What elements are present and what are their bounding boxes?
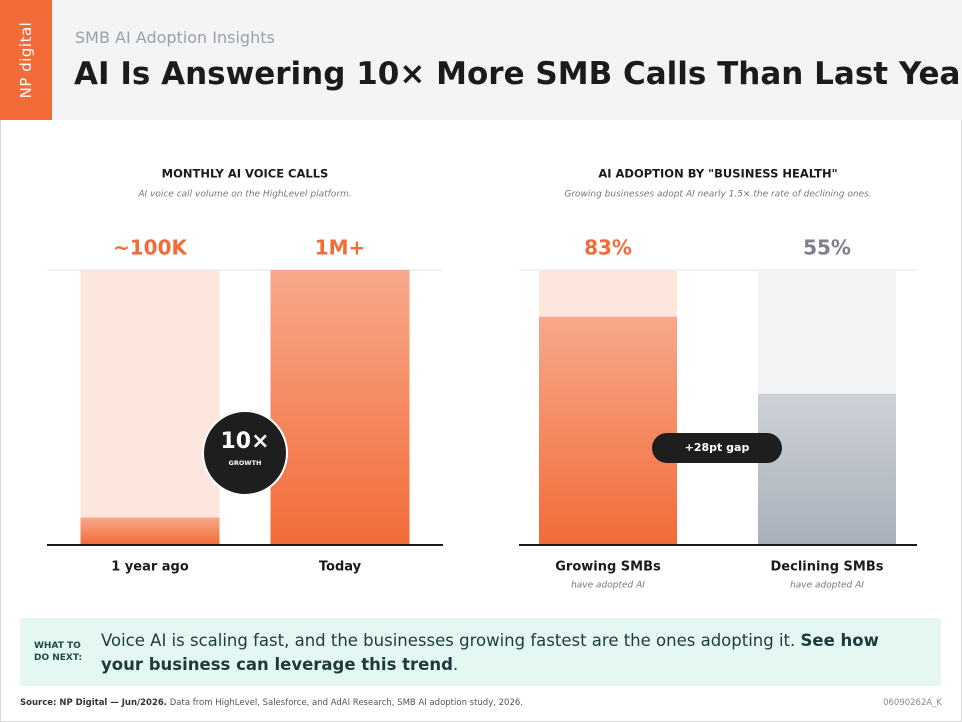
bar-track <box>80 270 220 545</box>
bar <box>758 393 896 545</box>
callout-body: Voice AI is scaling fast, and the busine… <box>101 631 801 650</box>
chart-subtitle: Growing businesses adopt AI nearly 1.5× … <box>564 190 871 200</box>
category-note: have adopted AI <box>790 581 864 591</box>
badge-value: 10× <box>220 429 269 454</box>
annotation: +28pt gap <box>685 441 750 454</box>
source: Source: NP Digital — Jun/2026. <box>20 698 168 708</box>
callout: WHAT TO DO NEXT: Voice AI is scaling fas… <box>20 618 941 686</box>
value-label: ~100K <box>113 236 189 260</box>
value-label: 1M+ <box>315 236 366 260</box>
bar <box>80 517 220 545</box>
footer-source: Source: NP Digital — Jun/2026. Data from… <box>20 698 523 708</box>
annotation-pill <box>652 433 782 463</box>
callout-text: Voice AI is scaling fast, and the busine… <box>101 629 921 677</box>
chart-subtitle: AI voice call volume on the HighLevel pl… <box>137 190 351 200</box>
callout-link[interactable]: See how your business can leverage this … <box>101 631 879 674</box>
value-label: 55% <box>803 236 851 260</box>
bar <box>270 270 410 545</box>
badge-label: GROWTH <box>229 459 262 467</box>
bar <box>539 316 677 545</box>
category-label: Declining SMBs <box>771 560 884 575</box>
badge <box>202 410 288 496</box>
logo: NP digital <box>0 0 52 120</box>
category-note: have adopted AI <box>571 581 645 591</box>
chart-title: MONTHLY AI VOICE CALLS <box>162 167 329 181</box>
charts: MONTHLY AI VOICE CALLS AI voice call volu… <box>47 167 917 591</box>
callout-label: WHAT TO DO NEXT: <box>34 641 83 663</box>
subtitle: SMB AI Adoption Insights <box>75 28 275 47</box>
chart-title: AI ADOPTION BY "BUSINESS HEALTH" <box>598 167 837 181</box>
title: AI Is Answering 10× More SMB Calls Than … <box>74 56 962 92</box>
source-note: Data from HighLevel, Salesforce, and AdA… <box>167 698 523 708</box>
footer-code: 06090262A_K <box>883 698 942 708</box>
category-label: 1 year ago <box>111 560 189 575</box>
callout-end: . <box>452 655 459 674</box>
category-label: Today <box>319 560 362 575</box>
value-label: 83% <box>584 236 632 260</box>
category-label: Growing SMBs <box>555 560 661 575</box>
header: NP digital SMB AI Adoption Insights AI I… <box>0 0 962 120</box>
